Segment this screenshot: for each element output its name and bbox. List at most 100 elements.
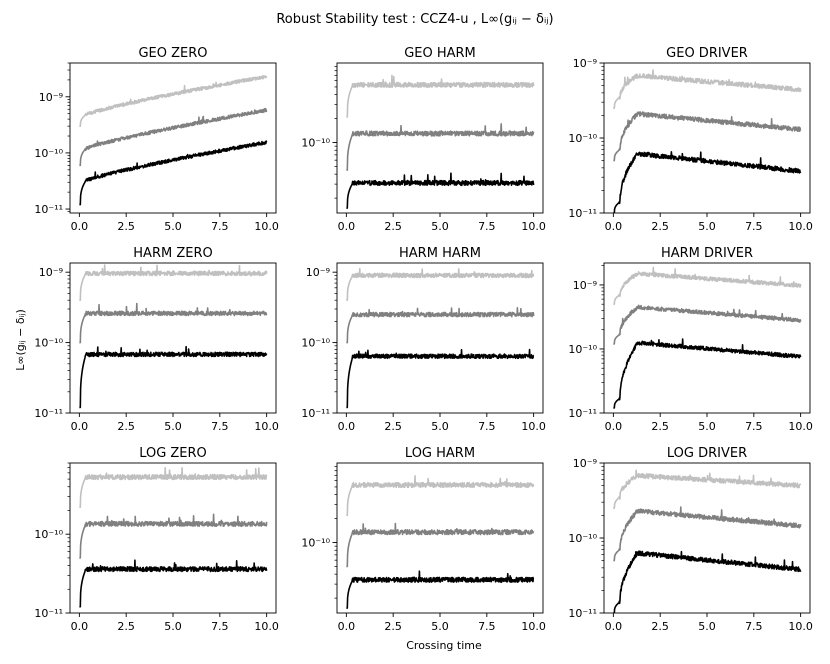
x-tick-label: 5.0: [698, 620, 716, 633]
x-tick-label: 5.0: [164, 220, 182, 233]
x-tick-label: 2.5: [651, 620, 669, 633]
axes-frame: [336, 262, 544, 414]
y-tick-label: 10⁻⁹: [573, 457, 597, 470]
panel-title: GEO HARM: [404, 46, 476, 61]
x-tick-label: 2.5: [117, 620, 135, 633]
y-tick-label: 10⁻¹⁰: [301, 537, 330, 550]
series-line-light: [345, 267, 535, 301]
x-tick-label: 0.0: [338, 220, 356, 233]
x-tick-label: 2.5: [117, 420, 135, 433]
x-tick-label: 10.0: [788, 420, 813, 433]
series-line-medium: [345, 307, 535, 344]
x-tick-label: 0.0: [338, 620, 356, 633]
series-line-medium: [78, 302, 268, 344]
panel-title: LOG ZERO: [139, 446, 207, 461]
x-tick-label: 2.5: [651, 220, 669, 233]
x-tick-label: 10.0: [254, 220, 279, 233]
x-tick-label: 5.0: [431, 220, 449, 233]
y-tick-label: 10⁻¹¹: [34, 203, 63, 216]
panel-title: GEO DRIVER: [666, 46, 748, 61]
x-tick-label: 2.5: [384, 620, 402, 633]
series-group: [612, 469, 802, 613]
panel-geo-driver: GEO DRIVER 0.0 2.5 5.0 7.5 10.0 10⁻¹¹ 10⁻¹⁰ 10⁻⁹: [568, 46, 813, 233]
y-tick-label: 10⁻¹⁰: [301, 337, 330, 350]
x-tick-label: 10.0: [788, 620, 813, 633]
series-line-dark: [612, 550, 802, 613]
series-line-light: [612, 469, 802, 509]
series-line-medium: [612, 111, 802, 162]
series-group: [78, 264, 268, 409]
x-tick-label: 2.5: [384, 220, 402, 233]
x-tick-label: 7.5: [478, 420, 496, 433]
x-tick-label: 2.5: [117, 220, 135, 233]
series-line-light: [78, 466, 268, 508]
x-tick-label: 10.0: [521, 620, 546, 633]
series-line-dark: [78, 140, 268, 206]
series-line-dark: [612, 338, 802, 409]
series-group: [345, 475, 535, 609]
x-tick-label: 10.0: [788, 220, 813, 233]
series-line-dark: [345, 348, 535, 409]
series-line-dark: [345, 172, 535, 209]
series-line-medium: [612, 506, 802, 562]
x-tick-label: 7.5: [211, 620, 229, 633]
series-line-medium: [612, 304, 802, 345]
x-tick-label: 7.5: [211, 420, 229, 433]
x-tick-label: 2.5: [384, 420, 402, 433]
series-line-dark: [78, 559, 268, 608]
panel-harm-driver: HARM DRIVER 0.0 2.5 5.0 7.5 10.0 10⁻¹¹ 10⁻¹⁰ 10⁻…: [568, 246, 813, 433]
panel-title: HARM DRIVER: [661, 246, 753, 261]
panel-title: LOG DRIVER: [667, 446, 747, 461]
x-tick-label: 7.5: [745, 220, 763, 233]
panel-harm-harm: HARM HARM 0.0 2.5 5.0 7.5 10.0 10⁻¹¹ 10⁻¹⁰ 10⁻⁹: [301, 246, 546, 433]
panel-title: HARM ZERO: [133, 246, 212, 261]
x-tick-label: 7.5: [745, 620, 763, 633]
series-line-dark: [612, 151, 802, 213]
axes-frame: [69, 262, 277, 414]
series-line-light: [612, 266, 802, 305]
series-group: [78, 466, 268, 608]
series-group: [345, 74, 535, 209]
x-tick-label: 0.0: [338, 420, 356, 433]
series-line-light: [345, 74, 535, 118]
series-group: [345, 267, 535, 409]
series-line-light: [612, 69, 802, 109]
y-tick-label: 10⁻⁹: [306, 266, 330, 279]
x-tick-label: 0.0: [71, 420, 89, 433]
x-tick-label: 5.0: [431, 620, 449, 633]
y-tick-label: 10⁻¹¹: [568, 207, 597, 220]
series-line-medium: [345, 123, 535, 171]
panel-log-zero: LOG ZERO 0.0 2.5 5.0 7.5 10.0 10⁻¹¹ 10⁻¹⁰: [34, 446, 279, 633]
series-group: [612, 69, 802, 213]
y-tick-label: 10⁻¹⁰: [568, 132, 597, 145]
y-tick-label: 10⁻¹⁰: [34, 337, 63, 350]
x-tick-label: 7.5: [478, 620, 496, 633]
x-tick-label: 10.0: [521, 420, 546, 433]
x-tick-label: 0.0: [71, 220, 89, 233]
axes-frame: [69, 62, 277, 214]
x-tick-label: 0.0: [605, 420, 623, 433]
y-tick-label: 10⁻¹¹: [568, 407, 597, 420]
axes-frame: [69, 462, 277, 614]
x-tick-label: 0.0: [605, 620, 623, 633]
series-line-light: [78, 264, 268, 301]
series-line-dark: [345, 570, 535, 609]
y-tick-label: 10⁻¹⁰: [568, 343, 597, 356]
panel-harm-zero: HARM ZERO 0.0 2.5 5.0 7.5 10.0 10⁻¹¹ 10⁻¹⁰ 10⁻⁹: [34, 246, 279, 433]
y-tick-label: 10⁻⁹: [573, 279, 597, 292]
series-group: [612, 266, 802, 409]
y-tick-label: 10⁻¹¹: [34, 407, 63, 420]
series-line-dark: [78, 345, 268, 409]
axes-frame: [603, 62, 811, 214]
panel-title: LOG HARM: [405, 446, 475, 461]
y-tick-label: 10⁻⁹: [39, 266, 63, 279]
series-line-medium: [345, 522, 535, 568]
panel-title: GEO ZERO: [138, 46, 207, 61]
x-tick-label: 0.0: [71, 620, 89, 633]
y-tick-label: 10⁻¹⁰: [34, 147, 63, 160]
x-tick-label: 0.0: [605, 220, 623, 233]
series-line-light: [345, 475, 535, 517]
y-tick-label: 10⁻¹⁰: [301, 137, 330, 150]
panel-geo-zero: GEO ZERO 0.0 2.5 5.0 7.5 10.0 10⁻¹¹ 10⁻¹⁰ 10⁻⁹: [34, 46, 279, 233]
x-tick-label: 10.0: [254, 620, 279, 633]
